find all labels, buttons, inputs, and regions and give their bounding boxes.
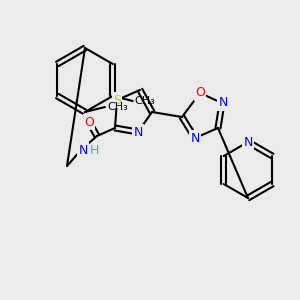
Text: N: N	[78, 143, 88, 157]
Text: N: N	[243, 136, 253, 148]
Text: N: N	[218, 97, 228, 110]
Text: CH₃: CH₃	[107, 102, 128, 112]
Text: CH₃: CH₃	[135, 96, 155, 106]
Text: O: O	[195, 86, 205, 100]
Text: O: O	[84, 116, 94, 128]
Text: H: H	[90, 143, 99, 157]
Text: S: S	[113, 94, 121, 106]
Text: N: N	[133, 125, 143, 139]
Text: N: N	[190, 131, 200, 145]
